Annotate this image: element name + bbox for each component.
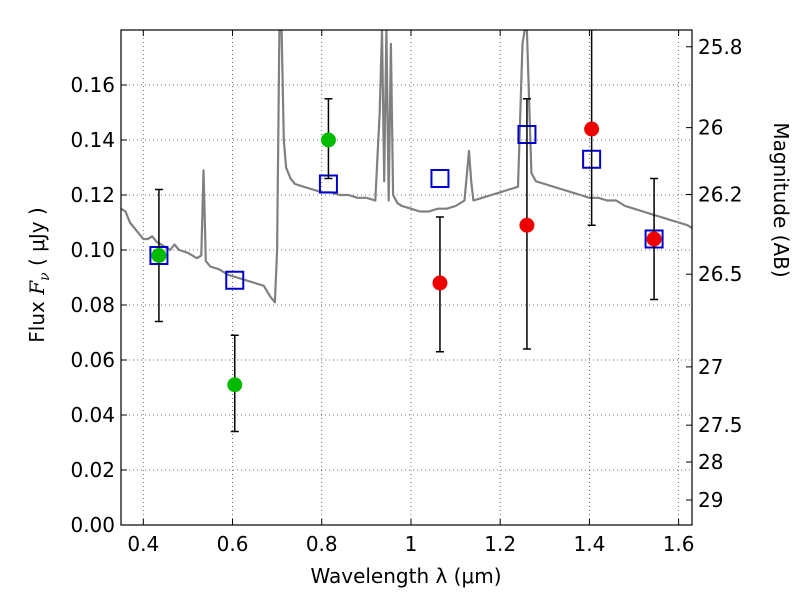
right-axis-label: Magnitude (AB) <box>769 122 793 277</box>
y-axis-label: Flux Fν ( μJy ) <box>25 207 53 342</box>
plot-frame <box>120 29 693 526</box>
y-tick-label: 0.10 <box>70 238 115 262</box>
axis-ticks: 0.4 0.6 0.8 1 1.2 1.4 1.6 0.00 0.02 0.04 0.06 0.08 0… <box>70 30 743 556</box>
data-point-red <box>646 231 662 247</box>
right-tick-label: 25.8 <box>698 35 743 59</box>
right-tick-label: 26 <box>698 116 723 140</box>
right-tick-label: 28 <box>698 450 723 474</box>
spectrum-line <box>121 30 692 304</box>
right-tick-label: 27.5 <box>698 413 743 437</box>
x-axis-label: Wavelength λ (μm) <box>310 564 501 588</box>
x-tick-label: 0.4 <box>127 532 159 556</box>
model-point-square <box>225 270 245 290</box>
x-tick-label: 1.4 <box>573 532 605 556</box>
data-point-green <box>320 132 336 148</box>
data-point-green <box>151 248 167 263</box>
right-tick-label: 27 <box>698 355 723 379</box>
y-tick-label: 0.14 <box>70 128 115 152</box>
right-tick-label: 26.5 <box>698 262 743 286</box>
x-tick-label: 0.6 <box>217 532 249 556</box>
y-tick-label: 0.06 <box>70 348 115 372</box>
plot-area <box>121 30 692 433</box>
y-tick-label: 0.12 <box>70 183 115 207</box>
y-tick-label: 0.00 <box>70 513 115 537</box>
data-point-green <box>227 377 243 393</box>
right-tick-label: 26.2 <box>698 182 743 206</box>
data-point-red <box>432 275 448 291</box>
x-tick-label: 1.2 <box>484 532 516 556</box>
x-tick-label: 1 <box>405 532 418 556</box>
data-point-red <box>584 121 600 137</box>
right-tick-label: 29 <box>698 488 723 512</box>
grid-lines <box>121 30 692 525</box>
model-point-square <box>430 169 450 188</box>
y-tick-label: 0.04 <box>70 403 115 427</box>
y-tick-label: 0.08 <box>70 293 115 317</box>
data-point-red <box>519 217 535 233</box>
x-tick-label: 0.8 <box>306 532 338 556</box>
y-tick-label: 0.16 <box>70 73 115 97</box>
x-tick-label: 1.6 <box>663 532 695 556</box>
y-tick-label: 0.02 <box>70 458 115 482</box>
